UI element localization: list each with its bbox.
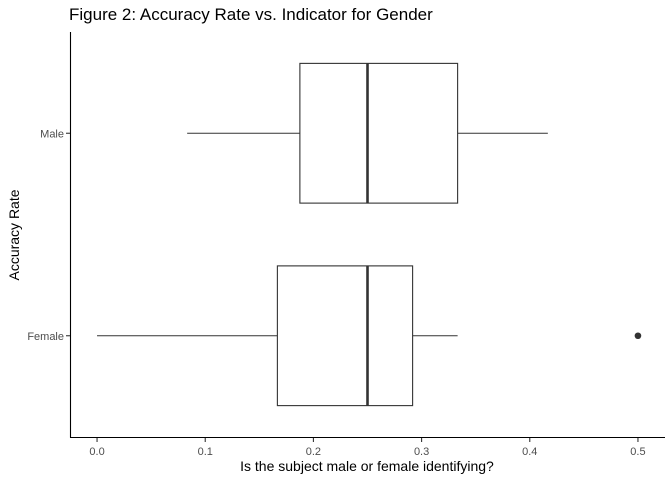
y-axis-title: Accuracy Rate <box>6 189 22 280</box>
x-tick-label: 0.4 <box>522 446 537 458</box>
outlier-point-female <box>634 332 642 340</box>
box-male <box>299 62 459 204</box>
x-tick-label: 0.1 <box>198 446 213 458</box>
boxes-layer <box>97 62 642 407</box>
x-axis-title: Is the subject male or female identifyin… <box>240 458 494 474</box>
x-tick-label: 0.5 <box>630 446 645 458</box>
x-tick-label: 0.0 <box>89 446 104 458</box>
y-tick-label: Male <box>40 128 64 140</box>
y-tick-label: Female <box>27 331 64 343</box>
y-ticks: Male Female <box>27 128 70 343</box>
box-female <box>276 265 414 407</box>
x-ticks: 0.0 0.1 0.2 0.3 0.4 0.5 <box>89 438 646 458</box>
chart-title: Figure 2: Accuracy Rate vs. Indicator fo… <box>69 5 433 24</box>
x-tick-label: 0.2 <box>306 446 321 458</box>
x-tick-label: 0.3 <box>414 446 429 458</box>
